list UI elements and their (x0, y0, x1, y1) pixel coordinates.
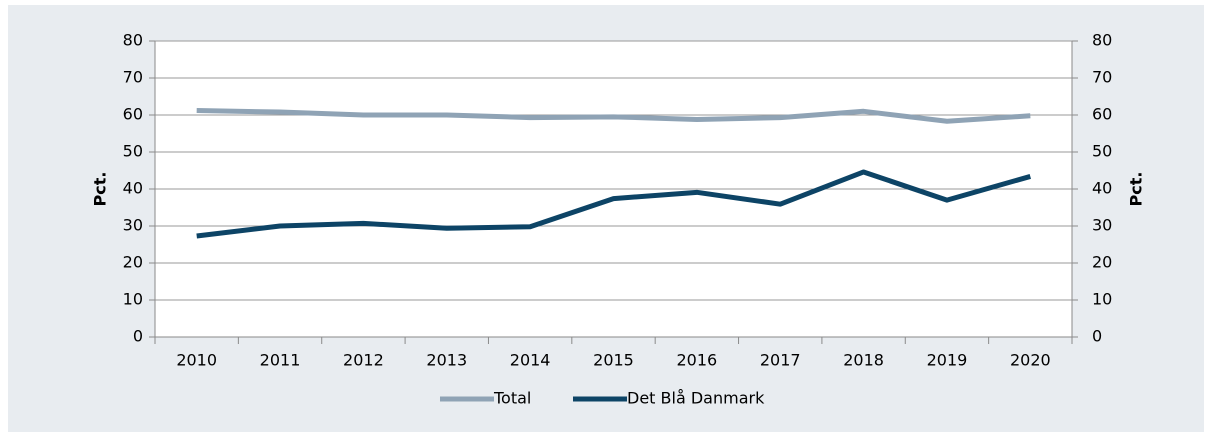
y2-tick-label: 70 (1092, 68, 1112, 87)
x-tick-label: 2017 (760, 351, 801, 370)
y2-tick-label: 20 (1092, 253, 1112, 272)
x-tick-label: 2014 (510, 351, 551, 370)
y2-tick-label: 80 (1092, 31, 1112, 50)
y2-tick-label: 60 (1092, 105, 1112, 124)
y2-axis-label: Pct. (1127, 172, 1146, 207)
x-tick-label: 2016 (677, 351, 718, 370)
y-tick-label: 10 (123, 290, 143, 309)
series-line (196, 108, 1031, 124)
x-tick-label: 2018 (843, 351, 884, 370)
y2-tick-label: 10 (1092, 290, 1112, 309)
y2-tick-label: 40 (1092, 179, 1112, 198)
legend-label: Det Blå Danmark (627, 389, 765, 408)
y2-tick-label: 0 (1092, 327, 1102, 346)
y2-tick-label: 30 (1092, 216, 1112, 235)
y-tick-label: 0 (133, 327, 143, 346)
y-tick-label: 80 (123, 31, 143, 50)
y2-tick-label: 50 (1092, 142, 1112, 161)
x-tick-label: 2020 (1010, 351, 1051, 370)
y-tick-label: 60 (123, 105, 143, 124)
y-tick-label: 30 (123, 216, 143, 235)
y-tick-label: 50 (123, 142, 143, 161)
x-tick-label: 2011 (260, 351, 301, 370)
y-tick-label: 20 (123, 253, 143, 272)
x-tick-label: 2019 (927, 351, 968, 370)
series-line (196, 169, 1032, 239)
y-tick-label: 70 (123, 68, 143, 87)
y-axis-label: Pct. (91, 172, 110, 207)
y-tick-label: 40 (123, 179, 143, 198)
x-tick-label: 2012 (343, 351, 384, 370)
x-tick-label: 2015 (593, 351, 634, 370)
x-tick-label: 2013 (426, 351, 467, 370)
x-tick-label: 2010 (176, 351, 217, 370)
legend-label: Total (493, 389, 531, 408)
